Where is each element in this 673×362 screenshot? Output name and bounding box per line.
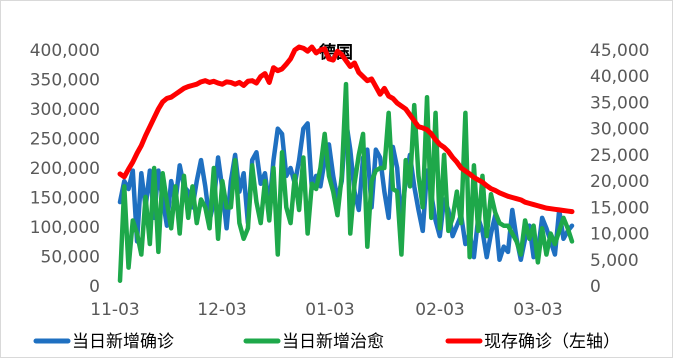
left-axis: 0 50,000 100,000 150,000 200,000 250,000 300,0… (30, 41, 100, 297)
y-right-tick-label: 20,000 (590, 172, 649, 192)
y-right-tick-label: 40,000 (590, 67, 649, 87)
y-left-tick-label: 200,000 (30, 159, 100, 179)
right-axis: 0 5,000 10,000 15,000 20,000 25,000 30,000 35,0… (590, 41, 649, 297)
legend-label-active-cases: 现存确诊（左轴） (484, 332, 620, 352)
x-tick-label: 01-03 (305, 300, 354, 320)
legend-label-daily-recovered: 当日新增治愈 (282, 332, 384, 352)
x-tick-label: 12-03 (197, 300, 246, 320)
legend-item-daily-confirmed: 当日新增确诊 (33, 332, 174, 352)
y-right-tick-label: 30,000 (590, 120, 649, 140)
y-left-tick-label: 100,000 (30, 218, 100, 238)
y-left-tick-label: 350,000 (30, 71, 100, 91)
y-right-tick-label: 0 (590, 277, 601, 297)
x-tick-label: 11-03 (90, 300, 139, 320)
y-left-tick-label: 50,000 (41, 248, 100, 268)
y-right-tick-label: 5,000 (590, 251, 639, 271)
series-layer (117, 44, 575, 284)
series-line-daily-recovered (117, 81, 575, 284)
x-tick-label: 02-03 (415, 300, 464, 320)
series-line-active-cases (117, 44, 575, 215)
x-tick-label: 03-03 (513, 300, 562, 320)
legend-label-daily-confirmed: 当日新增确诊 (72, 332, 174, 352)
y-right-tick-label: 35,000 (590, 93, 649, 113)
y-right-tick-label: 45,000 (590, 41, 649, 61)
y-left-tick-label: 0 (89, 277, 100, 297)
y-left-tick-label: 400,000 (30, 41, 100, 61)
legend-item-daily-recovered: 当日新增治愈 (243, 332, 384, 352)
x-axis: 11-03 12-03 01-03 02-03 03-03 (90, 300, 562, 320)
y-right-tick-label: 10,000 (590, 225, 649, 245)
y-left-tick-label: 300,000 (30, 100, 100, 120)
y-right-tick-label: 25,000 (590, 146, 649, 166)
legend: 当日新增确诊 当日新增治愈 现存确诊（左轴） (33, 332, 620, 352)
y-left-tick-label: 250,000 (30, 130, 100, 150)
y-right-tick-label: 15,000 (590, 198, 649, 218)
y-left-tick-label: 150,000 (30, 189, 100, 209)
legend-item-active-cases: 现存确诊（左轴） (445, 332, 620, 352)
